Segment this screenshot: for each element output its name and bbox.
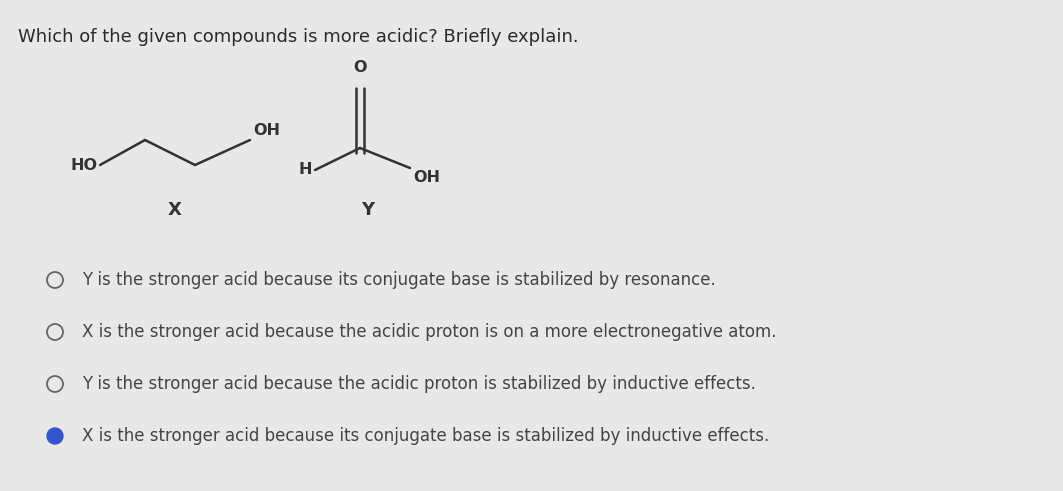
Text: OH: OH [414,170,440,185]
Text: Which of the given compounds is more acidic? Briefly explain.: Which of the given compounds is more aci… [18,28,578,46]
Text: Y: Y [361,201,374,219]
Text: HO: HO [70,158,97,172]
Text: OH: OH [253,123,280,138]
Text: Y is the stronger acid because its conjugate base is stabilized by resonance.: Y is the stronger acid because its conju… [82,271,715,289]
Text: Y is the stronger acid because the acidic proton is stabilized by inductive effe: Y is the stronger acid because the acidi… [82,375,756,393]
Text: X is the stronger acid because the acidic proton is on a more electronegative at: X is the stronger acid because the acidi… [82,323,776,341]
Circle shape [51,433,58,439]
Text: X: X [168,201,182,219]
Circle shape [47,428,63,444]
Text: H: H [299,163,313,178]
Text: O: O [353,60,367,75]
Text: X is the stronger acid because its conjugate base is stabilized by inductive eff: X is the stronger acid because its conju… [82,427,770,445]
Circle shape [50,431,60,441]
